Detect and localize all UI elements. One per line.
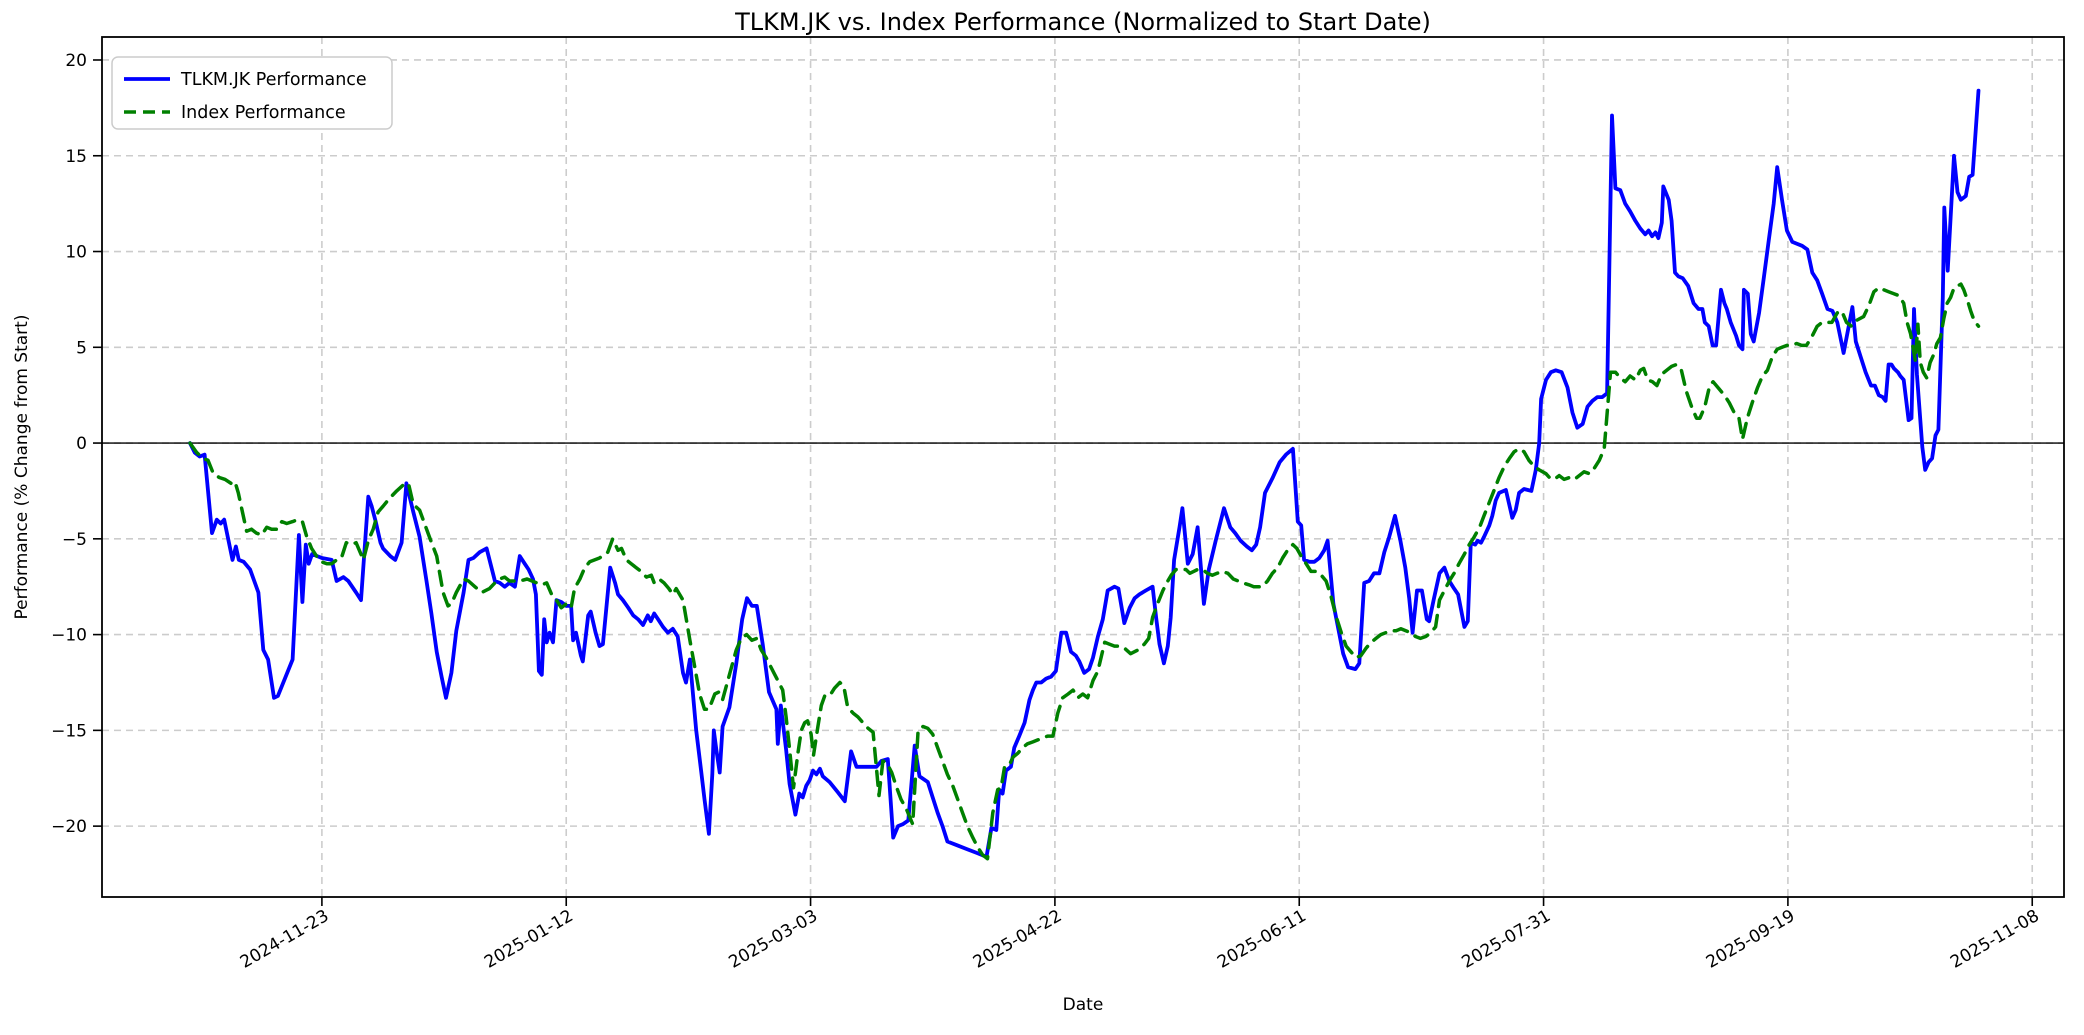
y-tick-label: 10 bbox=[65, 243, 87, 263]
legend-label-tlkm: TLKM.JK Performance bbox=[180, 70, 367, 90]
tlkm-performance-line bbox=[188, 88, 1981, 859]
data-series bbox=[188, 88, 1981, 861]
y-tick-label: 0 bbox=[76, 434, 87, 454]
y-tick-labels: −20 −15 −10 −5 0 5 10 15 20 bbox=[51, 51, 87, 837]
y-axis-label: Performance (% Change from Start) bbox=[12, 315, 32, 620]
index-performance-line bbox=[188, 282, 1981, 861]
legend-box bbox=[111, 56, 393, 130]
chart-title: TLKM.JK vs. Index Performance (Normalize… bbox=[734, 8, 1431, 36]
y-tick-label: 20 bbox=[65, 51, 87, 71]
x-axis-label: Date bbox=[1063, 995, 1104, 1015]
y-tick-label: −15 bbox=[51, 721, 87, 741]
y-tick-label: 15 bbox=[65, 147, 87, 167]
y-tick-label: −20 bbox=[51, 817, 87, 837]
legend-label-index: Index Performance bbox=[181, 103, 346, 123]
y-tick-label: −5 bbox=[62, 530, 87, 550]
axis-ticks bbox=[93, 59, 2034, 906]
y-tick-label: 5 bbox=[76, 338, 87, 358]
legend: TLKM.JK Performance Index Performance bbox=[111, 56, 393, 130]
y-tick-label: −10 bbox=[51, 626, 87, 646]
plot-area-border bbox=[101, 36, 2065, 898]
